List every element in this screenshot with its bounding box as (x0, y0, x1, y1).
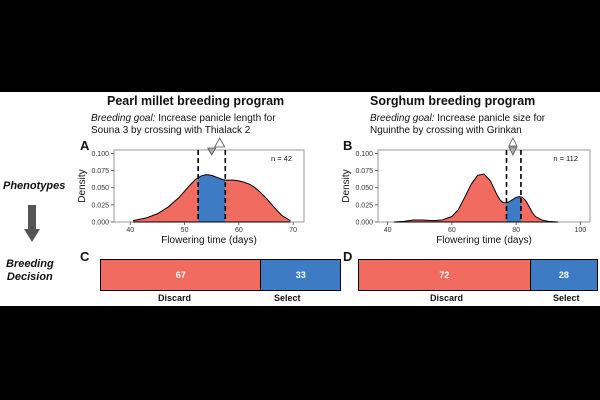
discard-percent: 72 (439, 270, 450, 280)
y-tick-label: 0.000 (355, 220, 373, 227)
pearl-millet-title: Pearl millet breeding program (107, 94, 285, 108)
target-up-triangle-icon (214, 137, 226, 148)
select-segment: 33 (261, 260, 340, 290)
discard-segment: 67 (101, 260, 262, 290)
y-tick-label: 0.100 (91, 151, 109, 158)
density-outline (394, 173, 558, 223)
phenotypes-label: Phenotypes (3, 180, 66, 192)
target-down-triangle-icon (207, 147, 217, 156)
discard-percent: 67 (175, 270, 186, 280)
sorghum-discard-label: Discard (430, 293, 464, 303)
sample-size-annotation: n = 42 (271, 154, 292, 163)
target-up-triangle-icon (508, 137, 518, 147)
x-tick-label: 60 (448, 227, 456, 234)
sorghum-decision-bar: 72 28 (358, 259, 598, 291)
x-tick-label: 40 (384, 227, 392, 234)
panel-letter-b: B (343, 138, 353, 153)
x-tick-label: 100 (575, 227, 587, 234)
target-down-triangle-icon (508, 146, 518, 156)
sorghum-goal: Breeding goal: Increase panicle size for… (370, 113, 546, 136)
select-percent: 28 (558, 270, 569, 280)
select-segment: 28 (530, 260, 597, 290)
x-tick-label: 70 (289, 227, 297, 234)
y-tick-label: 0.075 (91, 168, 109, 175)
panel-letter-d: D (343, 249, 353, 264)
y-tick-label: 0.050 (91, 185, 109, 192)
sorghum-select-label: Select (553, 293, 580, 303)
pearl-millet-discard-label: Discard (158, 293, 192, 303)
down-arrow-icon (24, 205, 40, 242)
x-axis-label: Flowering time (days) (161, 235, 257, 246)
sample-size-annotation: n = 112 (553, 154, 578, 163)
x-tick-label: 80 (512, 227, 520, 234)
select-percent: 33 (295, 270, 306, 280)
y-tick-label: 0.050 (355, 185, 373, 192)
pearl-millet-decision-bar: 67 33 (100, 259, 341, 291)
y-tick-label: 0.000 (91, 220, 109, 227)
y-axis-label: Density (77, 169, 88, 202)
panel-letter-c: C (80, 249, 90, 264)
sorghum-title: Sorghum breeding program (370, 94, 536, 108)
discard-segment: 72 (359, 260, 531, 290)
density-area-select (198, 174, 226, 222)
x-axis-label: Flowering time (days) (436, 235, 532, 246)
density-outline (132, 174, 291, 222)
pearl-millet-select-label: Select (274, 293, 301, 303)
y-tick-label: 0.025 (355, 202, 373, 209)
panel-letter-a: A (80, 138, 90, 153)
x-tick-label: 60 (235, 227, 243, 234)
x-tick-label: 40 (126, 227, 134, 234)
density-area-select (506, 196, 521, 222)
pearl-millet-goal: Breeding goal: Increase panicle length f… (91, 113, 276, 136)
breeding-decision-label: Breeding Decision (6, 258, 54, 283)
y-tick-label: 0.100 (355, 151, 373, 158)
x-tick-label: 50 (181, 227, 189, 234)
y-axis-label: Density (341, 169, 352, 202)
y-tick-label: 0.075 (355, 168, 373, 175)
y-tick-label: 0.025 (91, 202, 109, 209)
